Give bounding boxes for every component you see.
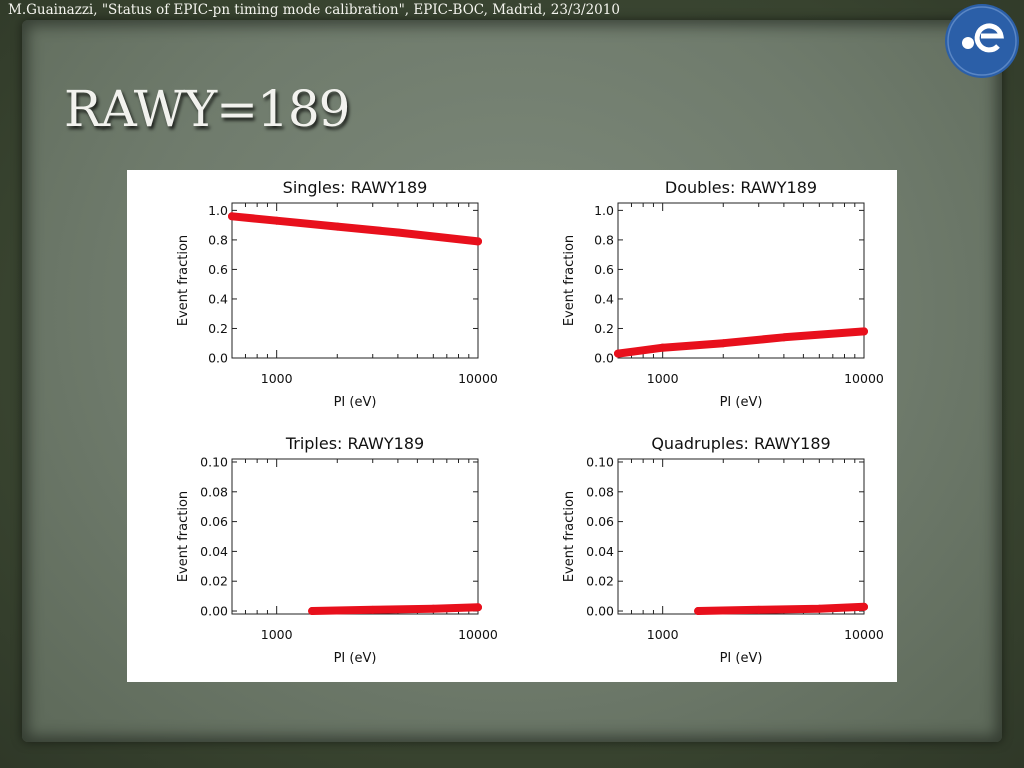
- y-tick-label: 0.04: [586, 544, 614, 559]
- logo-disc: [945, 4, 1019, 78]
- data-point: [474, 237, 482, 246]
- y-tick-label: 0.02: [586, 574, 614, 589]
- chart-title: Quadruples: RAWY189: [651, 434, 830, 453]
- chart-title: Singles: RAWY189: [283, 178, 428, 197]
- x-tick-label: 10000: [458, 627, 498, 642]
- y-tick-label: 0.6: [594, 262, 614, 277]
- x-tick-label: 10000: [844, 627, 884, 642]
- data-point: [860, 327, 868, 336]
- data-point: [694, 607, 703, 616]
- data-series-band: [308, 603, 482, 615]
- data-point: [754, 605, 763, 614]
- data-point: [429, 604, 438, 613]
- data-point: [719, 339, 728, 348]
- y-tick-label: 0.00: [586, 604, 614, 619]
- y-axis-label: Event fraction: [562, 235, 577, 326]
- data-point: [393, 228, 402, 237]
- y-tick-label: 0.8: [208, 232, 228, 247]
- x-axis-label: PI (eV): [720, 651, 763, 666]
- data-point: [779, 333, 788, 342]
- y-tick-label: 0.10: [200, 454, 228, 469]
- x-axis-label: PI (eV): [334, 651, 377, 666]
- x-tick-label: 1000: [261, 371, 293, 386]
- y-tick-label: 0.04: [200, 544, 228, 559]
- y-tick-label: 0.2: [594, 321, 614, 336]
- plots-canvas: Singles: RAWY189 0.0 0.2 0.4 0.6 0.8 1.0 1000 10…: [176, 178, 884, 666]
- y-tick-label: 0.08: [586, 484, 614, 499]
- logo-e-shape: [974, 23, 1004, 53]
- y-tick-label: 0.10: [586, 454, 614, 469]
- data-point: [614, 349, 622, 358]
- chart-title: Doubles: RAWY189: [665, 178, 817, 197]
- x-tick-label: 1000: [647, 627, 679, 642]
- data-series-band: [614, 327, 868, 358]
- logo-dot: [962, 37, 974, 49]
- y-tick-label: 0.0: [594, 351, 614, 366]
- esa-logo-icon: [945, 4, 1019, 78]
- data-point: [474, 603, 482, 612]
- y-tick-label: 0.4: [594, 291, 614, 306]
- y-tick-label: 0.02: [200, 574, 228, 589]
- x-axis-label: PI (eV): [334, 395, 377, 410]
- y-tick-label: 0.06: [586, 514, 614, 529]
- x-tick-label: 10000: [844, 371, 884, 386]
- y-tick-label: 0.6: [208, 262, 228, 277]
- y-tick-label: 0.06: [200, 514, 228, 529]
- y-axis-label: Event fraction: [176, 235, 191, 326]
- x-tick-label: 10000: [458, 371, 498, 386]
- plot-frame: [617, 202, 865, 359]
- y-axis-label: Event fraction: [176, 491, 191, 582]
- chart-title: Triples: RAWY189: [285, 434, 424, 453]
- data-series-band: [694, 602, 868, 615]
- plot-frame: [231, 458, 479, 615]
- data-point: [368, 605, 377, 614]
- data-point: [815, 604, 824, 613]
- x-axis-label: PI (eV): [720, 395, 763, 410]
- y-axis-label: Event fraction: [562, 491, 577, 582]
- plot-frame: [617, 458, 865, 615]
- slide-title: RAWY=189: [64, 80, 350, 138]
- logo-ring: [947, 6, 1017, 76]
- y-tick-label: 1.0: [594, 203, 614, 218]
- y-tick-label: 1.0: [208, 203, 228, 218]
- data-point: [272, 216, 281, 225]
- x-tick-label: 1000: [647, 371, 679, 386]
- y-tick-label: 0.4: [208, 291, 228, 306]
- header-citation: M.Guainazzi, "Status of EPIC-pn timing m…: [8, 2, 620, 18]
- figure-panel: Singles: RAWY189 0.0 0.2 0.4 0.6 0.8 1.0 1000 10…: [127, 170, 897, 682]
- y-tick-label: 0.8: [594, 232, 614, 247]
- y-tick-label: 0.2: [208, 321, 228, 336]
- data-point: [658, 343, 667, 352]
- x-tick-label: 1000: [261, 627, 293, 642]
- data-point: [333, 222, 342, 231]
- y-tick-label: 0.08: [200, 484, 228, 499]
- y-tick-label: 0.0: [208, 351, 228, 366]
- data-point: [308, 607, 317, 616]
- data-point: [860, 602, 868, 611]
- data-series-band: [228, 212, 482, 246]
- plot-frame: [231, 202, 479, 359]
- data-point: [228, 212, 236, 221]
- y-tick-label: 0.00: [200, 604, 228, 619]
